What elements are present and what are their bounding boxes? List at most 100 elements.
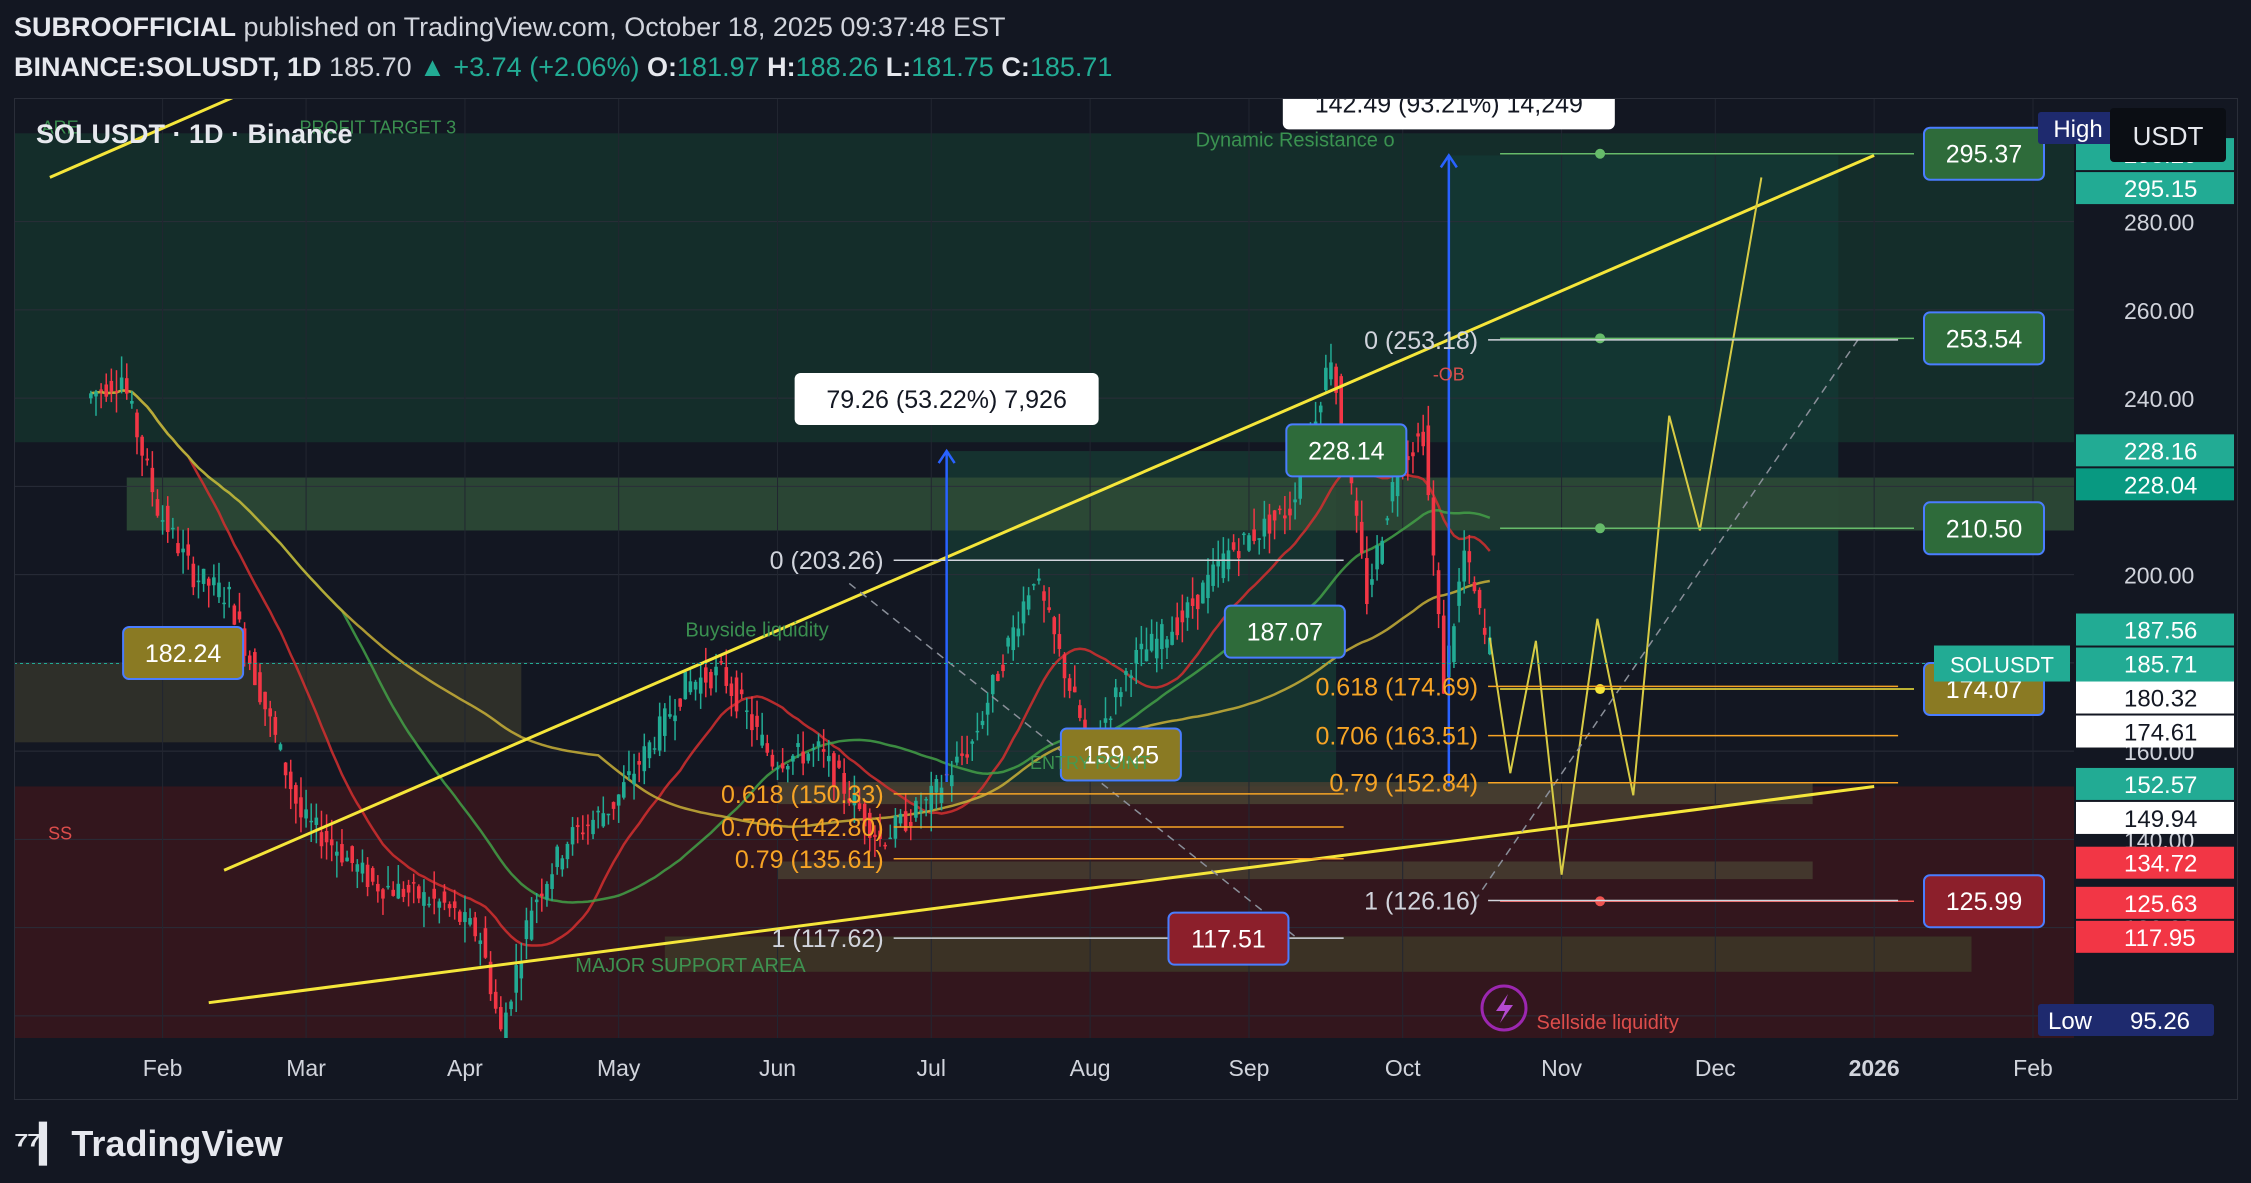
candle-body [1257, 538, 1262, 540]
candle-body [616, 794, 621, 806]
price-axis-label: 134.72 [2124, 851, 2197, 878]
alert-icon[interactable] [1480, 984, 1528, 1032]
fib-label: 0.618 (174.69) [1315, 673, 1478, 701]
zone-resistance [126, 477, 2074, 531]
candle-body [806, 753, 811, 761]
level-dot [1595, 684, 1606, 695]
level-box [1923, 501, 2045, 556]
candle-body [391, 889, 395, 896]
candle-body [365, 864, 370, 888]
candle-body [1006, 637, 1010, 647]
candle-body [196, 580, 201, 583]
zone-measure-2 [1448, 155, 1839, 663]
candle-body [652, 748, 657, 750]
time-tick: 2026 [1849, 1055, 1900, 1081]
candle-body [601, 813, 606, 827]
fib-label: 0.706 (163.51) [1315, 723, 1478, 751]
candle-body [411, 882, 416, 884]
annotation: ENTRY POINT [1030, 753, 1150, 773]
level-box-label: 253.54 [1946, 325, 2023, 353]
candle-body [719, 661, 723, 663]
candle-body [770, 754, 775, 767]
time-tick: Feb [143, 1055, 183, 1081]
brand-name: TradingView [71, 1123, 283, 1164]
candle-body [176, 543, 180, 554]
time-tick: Mar [286, 1055, 326, 1081]
candle-body [206, 578, 211, 586]
level-box-label: 159.25 [1083, 741, 1159, 769]
price-axis-badge [2076, 801, 2234, 834]
candle-body [1324, 367, 1328, 391]
candle-body [1170, 631, 1174, 645]
candle-body [1395, 472, 1400, 497]
publish-info: SUBROOFFICIAL published on TradingView.c… [14, 12, 1006, 43]
price-axis-label: 228.04 [2124, 472, 2197, 499]
candle-body [529, 910, 534, 940]
tradingview-logo[interactable]: ⁷⁷▎ TradingView [14, 1123, 283, 1165]
candle-body [1180, 610, 1185, 623]
price-chart[interactable]: 295.37253.54210.50174.07125.99182.24228.… [14, 98, 2238, 1100]
time-tick: Nov [1541, 1055, 1582, 1081]
candle-body [119, 377, 124, 390]
candle-body [1231, 542, 1236, 550]
candle-body [1154, 638, 1159, 659]
time-tick: Apr [447, 1055, 483, 1081]
candle-body [1339, 376, 1344, 429]
annotation: PROFIT TARGET 3 [299, 117, 456, 137]
candle-body [545, 883, 549, 900]
high-button[interactable]: High [2038, 112, 2118, 144]
candle-body [750, 714, 754, 731]
candle-body [949, 775, 954, 787]
candle-body [801, 751, 805, 764]
candle-body [1359, 521, 1364, 554]
chart-title: SOLUSDT · 1D · Binance [36, 119, 353, 149]
currency-button[interactable]: USDT [2110, 108, 2226, 162]
ma-100-line [90, 389, 1491, 828]
level-box [1167, 911, 1290, 966]
candle-body [929, 785, 934, 811]
price-axis-label: 187.56 [2124, 618, 2197, 645]
candle-body [832, 753, 836, 787]
candle-body [124, 378, 129, 394]
fib-label: 1 (126.16) [1364, 887, 1478, 915]
candle-body [1431, 497, 1436, 556]
candle-body [504, 1012, 508, 1047]
candle-body [1113, 687, 1118, 698]
high-value: 188.26 [795, 52, 879, 82]
candle-body [1195, 594, 1200, 610]
candle-body [89, 393, 93, 399]
candle-body [1318, 405, 1323, 413]
candle-body [155, 499, 160, 516]
level-box-label: 210.50 [1946, 515, 2022, 543]
candle-body [212, 577, 216, 586]
candle-body [565, 843, 570, 860]
candle-body [627, 771, 631, 776]
annotation: Buyside liquidity [685, 619, 828, 641]
candle-body [417, 886, 421, 899]
candle-body [1462, 550, 1466, 582]
candle-body [622, 782, 626, 798]
candle-body [1452, 626, 1456, 663]
candle-body [1365, 558, 1369, 605]
measure-arrowhead [937, 448, 956, 464]
candle-body [724, 667, 729, 686]
candle-body [693, 681, 698, 690]
candle-body [1129, 675, 1133, 678]
candle-body [1001, 664, 1005, 672]
candle-body [785, 765, 790, 770]
candle-body [1262, 518, 1267, 537]
candle-body [1124, 671, 1128, 675]
trendline [208, 784, 1875, 1005]
candle-body [324, 830, 329, 843]
level-box-label: 295.37 [1946, 141, 2022, 169]
candle-body [1236, 551, 1241, 559]
time-tick: Sep [1229, 1055, 1270, 1081]
candle-body [237, 611, 242, 620]
candle-body [160, 520, 165, 522]
candle-body [939, 787, 944, 803]
price-change: ▲ +3.74 (+2.06%) [419, 52, 640, 82]
candle-body [186, 544, 191, 556]
candle-body [1144, 649, 1149, 662]
candle-body [591, 819, 595, 835]
candle-body [903, 811, 908, 831]
